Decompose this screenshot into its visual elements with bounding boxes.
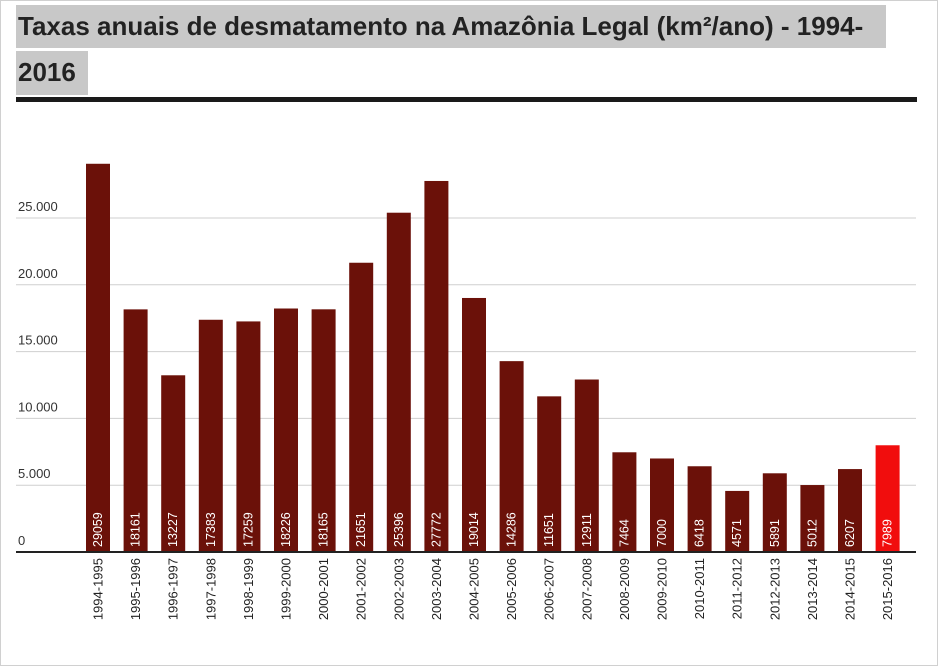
bar bbox=[424, 180, 449, 553]
bar bbox=[800, 485, 825, 552]
data-label: 25396 bbox=[392, 512, 406, 547]
bar bbox=[349, 262, 374, 552]
y-tick-label: 25.000 bbox=[18, 199, 58, 214]
data-label: 17383 bbox=[204, 512, 218, 547]
data-label: 18161 bbox=[129, 512, 143, 547]
bar bbox=[274, 308, 298, 552]
data-label: 21651 bbox=[354, 512, 368, 547]
x-tick-label: 2003-2004 bbox=[429, 558, 444, 620]
data-label: 6207 bbox=[843, 519, 857, 547]
bar bbox=[462, 297, 486, 552]
bar bbox=[687, 466, 712, 552]
data-label: 18226 bbox=[279, 512, 293, 547]
bar bbox=[86, 163, 110, 552]
x-tick-label: 2006-2007 bbox=[542, 558, 557, 620]
y-tick-label: 5.000 bbox=[18, 466, 51, 481]
bar bbox=[875, 445, 900, 552]
data-label: 5891 bbox=[768, 519, 782, 547]
x-tick-label: 2004-2005 bbox=[467, 558, 482, 620]
x-tick-label: 2010-2011 bbox=[692, 558, 707, 619]
x-tick-label: 1995-1996 bbox=[128, 558, 143, 620]
x-tick-label: 1996-1997 bbox=[166, 558, 181, 620]
data-label: 11651 bbox=[542, 513, 556, 547]
x-tick-label: 2001-2002 bbox=[354, 558, 369, 620]
x-tick-label: 1999-2000 bbox=[279, 558, 294, 620]
y-tick-label: 0 bbox=[18, 533, 25, 548]
bar bbox=[537, 396, 562, 552]
data-label: 7989 bbox=[881, 519, 895, 547]
x-tick-label: 2013-2014 bbox=[805, 558, 820, 620]
data-label: 4571 bbox=[730, 519, 744, 547]
data-label: 7000 bbox=[655, 519, 669, 547]
y-tick-label: 10.000 bbox=[18, 399, 58, 414]
data-labels: 29059 18161 13227 17383 17259 18226 18165 21651… bbox=[91, 512, 895, 547]
y-tick-label: 20.000 bbox=[18, 266, 58, 281]
title-divider bbox=[16, 97, 917, 102]
x-tick-label: 2000-2001 bbox=[316, 558, 331, 620]
bar bbox=[612, 452, 637, 552]
bar bbox=[499, 361, 524, 552]
bar bbox=[161, 375, 186, 552]
bar bbox=[236, 321, 261, 552]
bar bbox=[650, 458, 674, 552]
bar bbox=[574, 379, 599, 552]
x-tick-label: 2011-2012 bbox=[730, 558, 745, 619]
data-label: 19014 bbox=[467, 512, 481, 547]
y-tick-label: 15.000 bbox=[18, 333, 58, 348]
x-axis-labels: 1994-1995 1995-1996 1996-1997 1997-1998 1998… bbox=[91, 558, 896, 620]
chart-title-line-1: Taxas anuais de desmatamento na Amazônia… bbox=[16, 5, 886, 48]
bar bbox=[198, 319, 223, 552]
data-label: 7464 bbox=[617, 519, 631, 547]
x-tick-label: 1994-1995 bbox=[91, 558, 106, 620]
data-label: 6418 bbox=[693, 519, 707, 547]
bars bbox=[86, 163, 900, 553]
y-axis-ticks: 0 5.000 10.000 15.000 20.000 25.000 bbox=[18, 199, 58, 548]
bar bbox=[725, 490, 750, 552]
x-tick-label: 2007-2008 bbox=[579, 558, 594, 620]
x-tick-label: 2014-2015 bbox=[843, 558, 858, 620]
x-tick-label: 1998-1999 bbox=[241, 558, 256, 620]
bar bbox=[386, 212, 411, 552]
x-tick-label: 2009-2010 bbox=[655, 558, 670, 620]
data-label: 17259 bbox=[241, 512, 255, 547]
data-label: 5012 bbox=[805, 519, 819, 547]
data-label: 13227 bbox=[166, 512, 180, 547]
data-label: 18165 bbox=[317, 512, 331, 547]
data-label: 14286 bbox=[505, 512, 519, 547]
chart-title-line-2: 2016 bbox=[16, 51, 88, 95]
bar bbox=[838, 469, 862, 552]
bar bbox=[311, 309, 336, 552]
bar bbox=[123, 309, 148, 552]
x-tick-label: 2002-2003 bbox=[391, 558, 406, 620]
x-tick-label: 1997-1998 bbox=[203, 558, 218, 620]
data-label: 27772 bbox=[429, 512, 443, 547]
x-tick-label: 2008-2009 bbox=[617, 558, 632, 620]
x-tick-label: 2005-2006 bbox=[504, 558, 519, 620]
x-tick-label: 2012-2013 bbox=[767, 558, 782, 620]
bar bbox=[762, 473, 787, 552]
x-tick-label: 2015-2016 bbox=[880, 558, 895, 620]
data-label: 29059 bbox=[91, 512, 105, 547]
data-label: 12911 bbox=[580, 513, 594, 547]
